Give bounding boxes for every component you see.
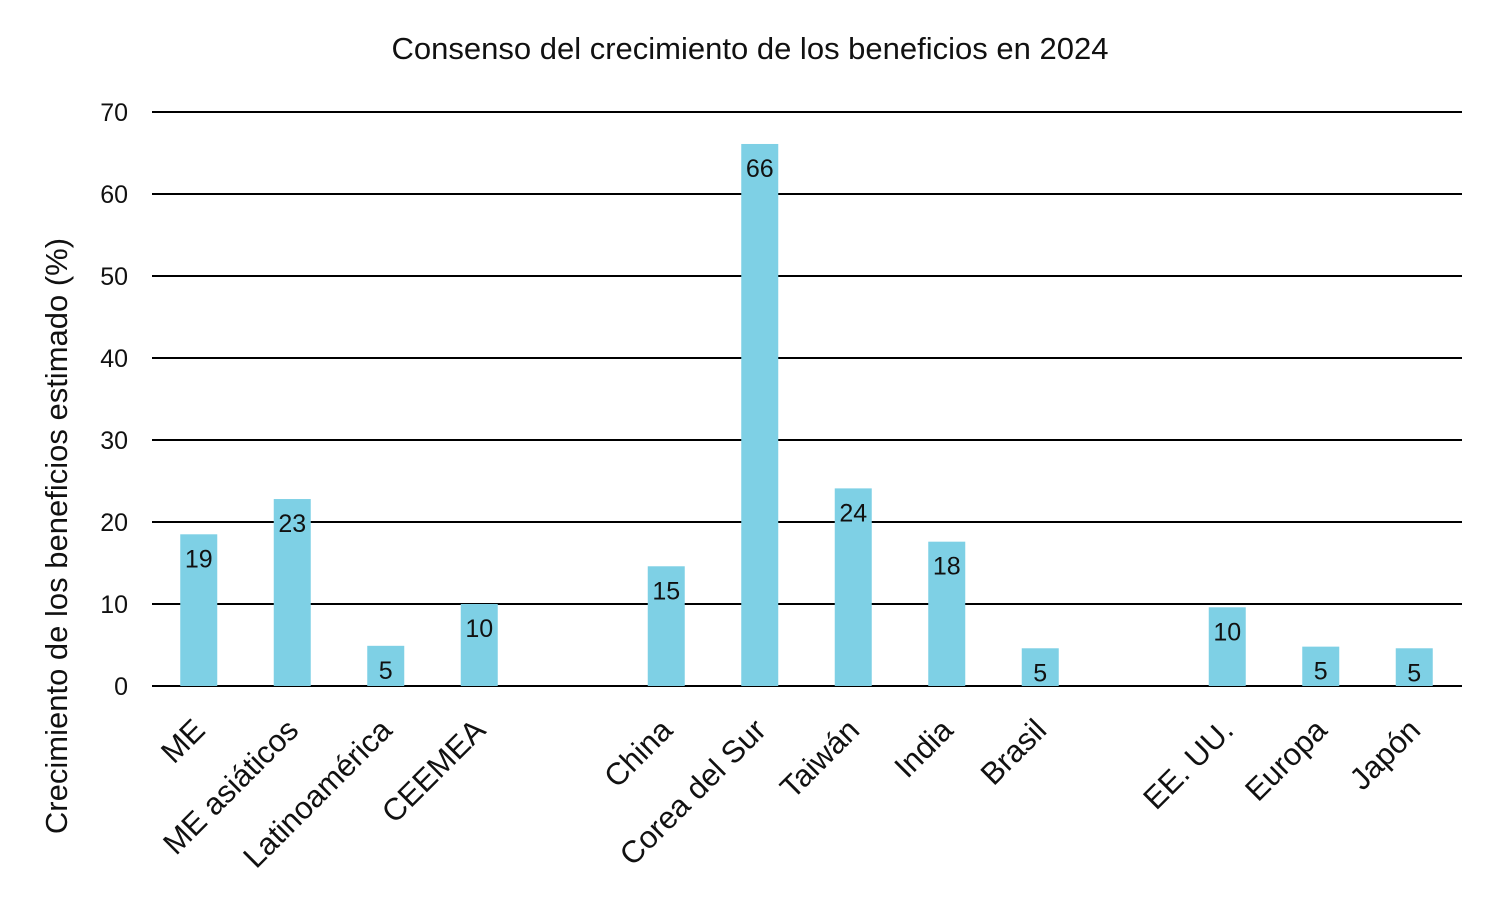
- data-label: 5: [379, 657, 393, 685]
- bar: [1302, 646, 1340, 686]
- data-label: 23: [278, 510, 306, 538]
- data-label: 19: [185, 545, 213, 573]
- data-label: 24: [839, 499, 867, 527]
- bar: [928, 541, 966, 686]
- y-tick-label: 30: [100, 427, 128, 455]
- category-label: Europa: [1238, 712, 1334, 808]
- bar: [741, 143, 779, 687]
- category-label: Brasil: [974, 712, 1054, 792]
- data-labels: 19 23 5 10 15 66 24 18 5 10 5 5: [185, 155, 1421, 687]
- y-tick-label: 60: [100, 181, 128, 209]
- data-label: 66: [746, 155, 774, 183]
- category-label: ME: [154, 712, 212, 770]
- category-label: EE. UU.: [1136, 712, 1240, 816]
- bar: [273, 499, 311, 686]
- bar: [647, 566, 685, 686]
- gridlines: [152, 111, 1462, 687]
- data-label: 18: [933, 553, 961, 581]
- category-label: CEEMEA: [375, 712, 493, 830]
- data-label: 10: [1213, 618, 1241, 646]
- category-label: India: [887, 712, 960, 785]
- data-label: 5: [1314, 658, 1328, 686]
- y-tick-label: 70: [100, 99, 128, 127]
- bar: [1208, 607, 1246, 686]
- bar: [367, 645, 405, 686]
- bars: [180, 143, 1433, 687]
- y-axis-label: Crecimiento de los beneficios estimado (…: [39, 238, 74, 834]
- bar: [834, 488, 872, 686]
- y-tick-label: 50: [100, 263, 128, 291]
- data-label: 5: [1407, 659, 1421, 687]
- bar: [180, 534, 218, 686]
- y-tick-label: 0: [114, 673, 128, 701]
- category-label: Taiwán: [773, 712, 866, 805]
- bar: [1395, 648, 1433, 686]
- y-tick-label: 40: [100, 345, 128, 373]
- data-label: 5: [1033, 659, 1047, 687]
- bar: [460, 604, 498, 686]
- data-label: 15: [652, 577, 680, 605]
- chart-title: Consenso del crecimiento de los benefici…: [392, 31, 1109, 66]
- data-label: 10: [465, 615, 493, 643]
- y-tick-label: 10: [100, 591, 128, 619]
- bar: [1021, 648, 1059, 686]
- category-label: Japón: [1343, 712, 1427, 796]
- category-label: China: [597, 712, 680, 795]
- y-tick-label: 20: [100, 509, 128, 537]
- y-tick-labels: 0 10 20 30 40 50 60 70: [100, 99, 128, 701]
